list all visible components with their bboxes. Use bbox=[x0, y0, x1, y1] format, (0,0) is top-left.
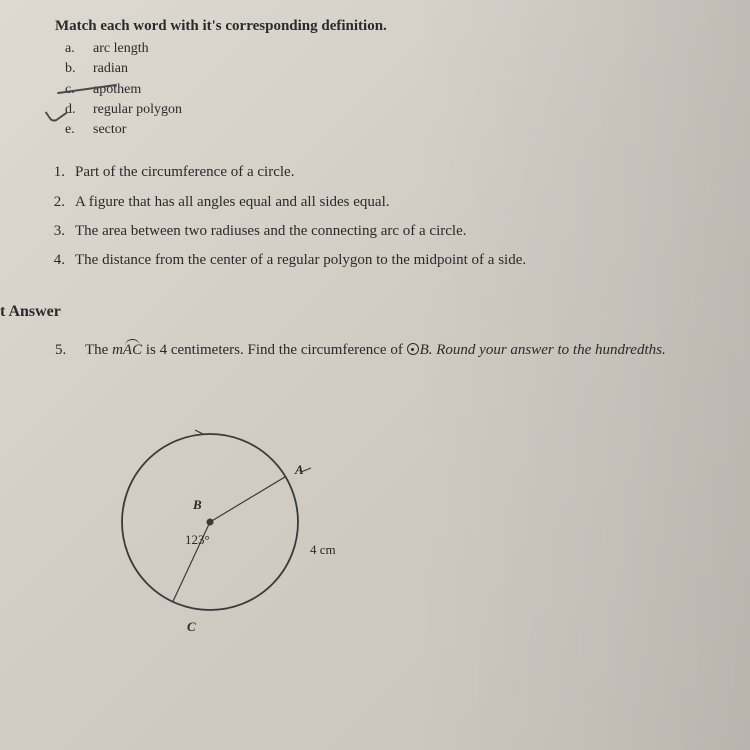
definition-number: 4. bbox=[45, 246, 75, 275]
definition-text: The distance from the center of a regula… bbox=[75, 246, 526, 275]
match-heading: Match each word with it's corresponding … bbox=[55, 18, 710, 35]
circle-diagram: A B C 123° 4 cm bbox=[105, 402, 365, 662]
definition-text: Part of the circumference of a circle. bbox=[75, 158, 294, 187]
point-C-label: C bbox=[187, 619, 196, 635]
arc-length-label-4cm: 4 cm bbox=[310, 542, 336, 558]
term-word: sector bbox=[93, 120, 126, 140]
tick-mark-top bbox=[195, 430, 203, 434]
definition-number: 1. bbox=[45, 158, 75, 187]
q5-m: m bbox=[112, 342, 123, 358]
section-heading-answer: t Answer bbox=[0, 303, 710, 321]
term-d-checkmark: d. regular polygon bbox=[65, 100, 710, 120]
term-letter: a. bbox=[65, 39, 93, 59]
definition-1: 1. Part of the circumference of a circle… bbox=[45, 158, 710, 187]
term-word: regular polygon bbox=[93, 100, 182, 120]
definition-4: 4. The distance from the center of a reg… bbox=[45, 246, 710, 275]
term-c-strikethrough: c. apothem bbox=[65, 80, 710, 100]
q5-B: B bbox=[420, 342, 429, 358]
definition-number: 3. bbox=[45, 217, 75, 246]
term-b: b. radian bbox=[65, 59, 710, 79]
question-5: 5. The mAC is 4 centimeters. Find the ci… bbox=[55, 339, 710, 362]
definition-text: A figure that has all angles equal and a… bbox=[75, 188, 390, 217]
q5-mid: is 4 centimeters. Find the circumference… bbox=[142, 342, 407, 358]
radius-BA bbox=[210, 477, 285, 522]
term-e: e. sector bbox=[65, 120, 710, 140]
definition-3: 3. The area between two radiuses and the… bbox=[45, 217, 710, 246]
center-point-B bbox=[207, 518, 214, 525]
term-letter: d. bbox=[65, 100, 93, 120]
q5-suffix: . Round your answer to the hundredths. bbox=[429, 342, 666, 358]
circle-svg bbox=[105, 402, 365, 662]
term-letter: c. bbox=[65, 80, 93, 100]
point-A-label: A bbox=[295, 462, 304, 478]
angle-label-123: 123° bbox=[185, 532, 210, 548]
q5-prefix: The bbox=[85, 342, 112, 358]
circle-b-symbol-icon bbox=[407, 343, 419, 355]
term-word: apothem bbox=[93, 80, 141, 100]
term-list: a. arc length b. radian c. apothem d. re… bbox=[65, 39, 710, 140]
term-word: arc length bbox=[93, 39, 149, 59]
term-letter: e. bbox=[65, 120, 93, 140]
question-number: 5. bbox=[55, 339, 85, 362]
q5-arc-AC: AC bbox=[123, 342, 142, 358]
definition-number: 2. bbox=[45, 188, 75, 217]
question-text: The mAC is 4 centimeters. Find the circu… bbox=[85, 339, 710, 362]
definition-2: 2. A figure that has all angles equal an… bbox=[45, 188, 710, 217]
definition-list: 1. Part of the circumference of a circle… bbox=[45, 158, 710, 275]
term-letter: b. bbox=[65, 59, 93, 79]
term-a: a. arc length bbox=[65, 39, 710, 59]
point-B-label: B bbox=[193, 497, 202, 513]
definition-text: The area between two radiuses and the co… bbox=[75, 217, 466, 246]
term-word: radian bbox=[93, 59, 128, 79]
